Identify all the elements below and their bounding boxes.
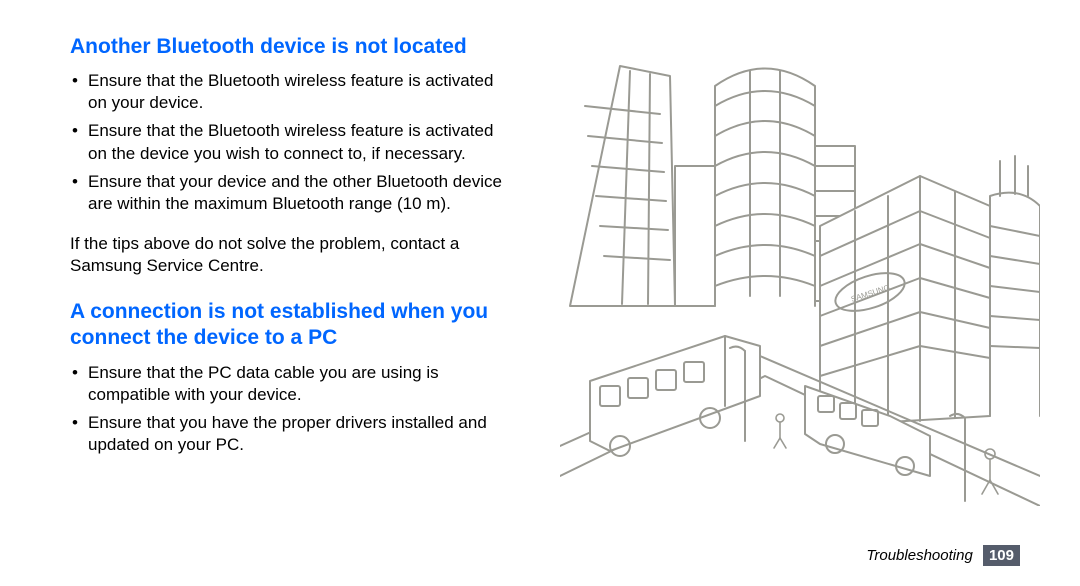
- note-paragraph: If the tips above do not solve the probl…: [70, 233, 510, 277]
- bullet-item: Ensure that the Bluetooth wireless featu…: [70, 70, 510, 114]
- bullet-item: Ensure that the PC data cable you are us…: [70, 362, 510, 406]
- content-column: Another Bluetooth device is not located …: [0, 0, 540, 586]
- cityscape-illustration: SAMSUNG: [560, 46, 1040, 506]
- bullet-item: Ensure that you have the proper drivers …: [70, 412, 510, 456]
- bullet-list-pc: Ensure that the PC data cable you are us…: [70, 362, 510, 456]
- heading-pc-connection: A connection is not established when you…: [70, 299, 510, 352]
- bullet-item: Ensure that the Bluetooth wireless featu…: [70, 120, 510, 164]
- heading-bluetooth-not-located: Another Bluetooth device is not located: [70, 34, 510, 60]
- illustration-column: SAMSUNG Troubleshooting 109: [540, 0, 1080, 586]
- footer-page-number: 109: [983, 545, 1020, 566]
- footer-section-name: Troubleshooting: [866, 547, 972, 564]
- page-footer: Troubleshooting 109: [866, 547, 1020, 564]
- bullet-list-bluetooth: Ensure that the Bluetooth wireless featu…: [70, 70, 510, 215]
- bullet-item: Ensure that your device and the other Bl…: [70, 171, 510, 215]
